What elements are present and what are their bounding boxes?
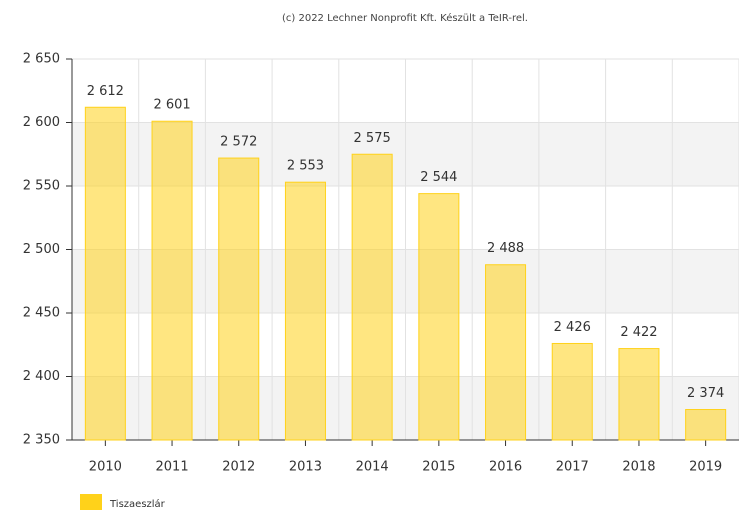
x-tick-label: 2014	[356, 460, 389, 475]
value-label: 2 488	[487, 241, 524, 256]
x-tick-label: 2011	[156, 460, 189, 475]
y-tick-label: 2 450	[23, 306, 60, 321]
value-label: 2 601	[153, 98, 190, 113]
x-tick-label: 2018	[622, 460, 655, 475]
y-tick-label: 2 600	[23, 115, 60, 130]
bar	[284, 181, 326, 441]
x-tick-label: 2015	[422, 460, 455, 475]
bar	[551, 342, 593, 441]
credit: (c) 2022 Lechner Nonprofit Kft. Készült …	[282, 12, 528, 24]
bar	[351, 153, 393, 441]
y-tick-label: 2 650	[23, 52, 60, 67]
x-tick-label: 2012	[222, 460, 255, 475]
y-tick-label: 2 500	[23, 242, 60, 257]
value-label: 2 553	[287, 159, 324, 174]
legend-label: Tiszaeszlár	[109, 498, 166, 510]
x-tick-label: 2010	[89, 460, 122, 475]
value-label: 2 374	[687, 386, 724, 401]
value-label: 2 572	[220, 135, 257, 150]
x-tick-label: 2019	[689, 460, 722, 475]
bar	[618, 348, 660, 441]
value-label: 2 422	[620, 325, 657, 340]
y-tick-label: 2 550	[23, 179, 60, 194]
bar	[418, 193, 460, 441]
y-tick-label: 2 400	[23, 369, 60, 384]
bar	[151, 120, 193, 441]
bar	[218, 157, 260, 441]
x-tick-label: 2017	[556, 460, 589, 475]
bar	[84, 106, 126, 441]
value-label: 2 544	[420, 170, 457, 185]
bar	[485, 264, 527, 441]
y-tick-label: 2 350	[23, 433, 60, 448]
value-label: 2 426	[554, 320, 591, 335]
x-tick-label: 2016	[489, 460, 522, 475]
x-tick-label: 2013	[289, 460, 322, 475]
value-label: 2 575	[354, 131, 391, 146]
value-label: 2 612	[87, 84, 124, 99]
legend-swatch	[80, 494, 102, 510]
bar	[685, 409, 727, 441]
